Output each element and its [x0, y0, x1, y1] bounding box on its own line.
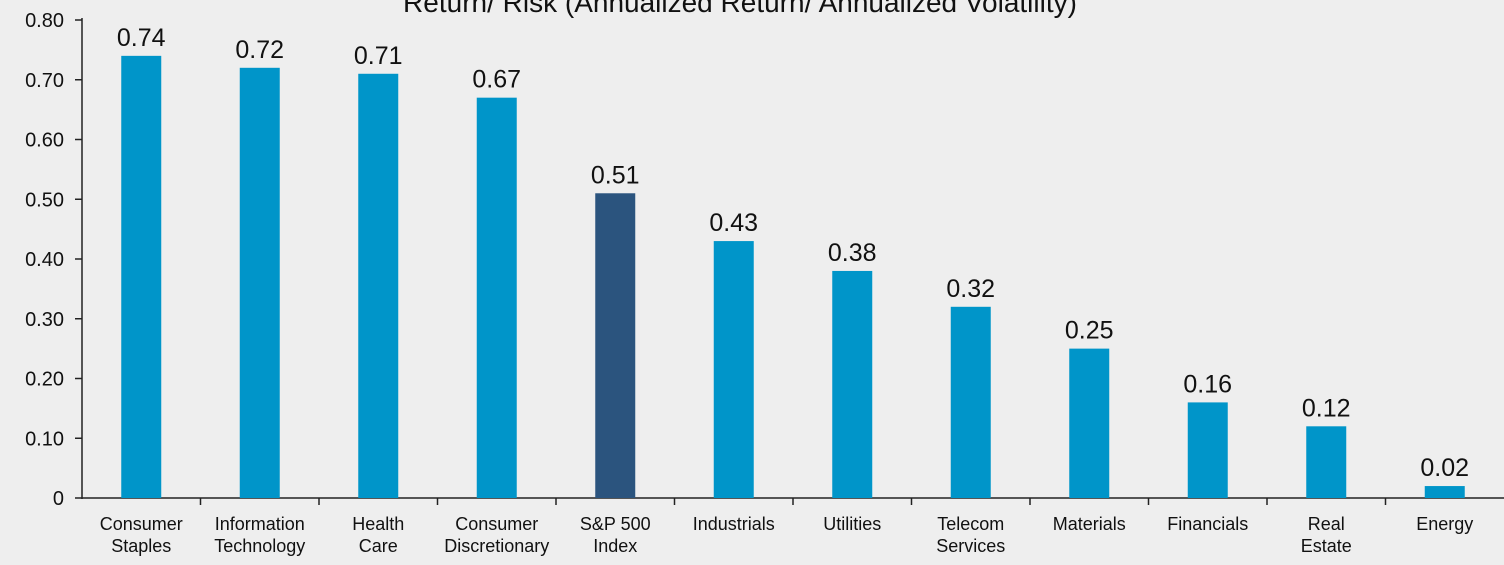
x-tick-line: Consumer: [455, 514, 538, 534]
y-tick-label: 0.10: [25, 428, 64, 450]
value-label: 0.38: [828, 239, 877, 267]
bar: [595, 193, 636, 498]
y-tick-label: 0: [53, 488, 64, 510]
x-tick-label: Telecom Services: [936, 514, 1005, 556]
x-tick-line: Industrials: [693, 514, 775, 534]
chart-title: Return/ Risk (Annualized Return/ Annuali…: [403, 0, 1077, 18]
bar: [832, 270, 873, 498]
y-tick-label: 0.70: [25, 70, 64, 92]
x-tick-line: Health: [352, 514, 404, 534]
value-label: 0.12: [1302, 394, 1351, 422]
bar: [1069, 348, 1110, 498]
bar: [239, 67, 280, 499]
value-label: 0.16: [1183, 370, 1232, 398]
value-label: 0.32: [946, 275, 995, 303]
x-tick-line: Energy: [1416, 514, 1473, 534]
x-tick-label: Real Estate: [1301, 514, 1352, 556]
value-label: 0.74: [117, 24, 166, 52]
y-tick-label: 0.80: [25, 10, 64, 32]
x-tick-line: Index: [593, 536, 637, 556]
x-tick-line: Estate: [1301, 536, 1352, 556]
x-tick-label: Energy: [1416, 514, 1473, 534]
x-tick-line: Information: [215, 514, 305, 534]
x-tick-line: Technology: [214, 536, 305, 556]
x-tick-label: Utilities: [823, 514, 881, 534]
bar: [121, 55, 162, 498]
y-tick-label: 0.60: [25, 130, 64, 152]
bar: [358, 73, 399, 499]
value-label: 0.02: [1420, 454, 1469, 482]
bar: [1424, 486, 1465, 498]
x-tick-line: Staples: [111, 536, 171, 556]
x-tick-line: S&P 500: [580, 514, 651, 534]
y-tick-label: 0.50: [25, 189, 64, 211]
x-tick-line: Utilities: [823, 514, 881, 534]
y-tick-label: 0.30: [25, 309, 64, 331]
x-tick-label: Financials: [1167, 514, 1248, 534]
x-tick-line: Real: [1308, 514, 1345, 534]
y-tick-label: 0.40: [25, 249, 64, 271]
x-tick-label: Industrials: [693, 514, 775, 534]
value-label: 0.51: [591, 161, 640, 189]
bar: [1306, 426, 1347, 498]
y-tick-label: 0.20: [25, 369, 64, 391]
bar: [1187, 402, 1228, 498]
x-tick-line: Services: [936, 536, 1005, 556]
value-label: 0.71: [354, 42, 403, 70]
x-tick-line: Discretionary: [444, 536, 549, 556]
bar: [950, 306, 991, 498]
x-tick-line: Materials: [1053, 514, 1126, 534]
x-tick-label: Consumer Discretionary: [444, 514, 549, 556]
x-tick-label: Materials: [1053, 514, 1126, 534]
x-tick-line: Care: [359, 536, 398, 556]
x-tick-line: Consumer: [100, 514, 183, 534]
x-tick-label: Health Care: [352, 514, 404, 556]
x-tick-label: Consumer Staples: [100, 514, 183, 556]
x-tick-label: S&P 500 Index: [580, 514, 651, 556]
value-label: 0.67: [472, 66, 521, 94]
value-label: 0.25: [1065, 317, 1114, 345]
bar: [713, 241, 754, 498]
x-tick-label: Information Technology: [214, 514, 305, 556]
x-tick-line: Telecom: [937, 514, 1004, 534]
value-label: 0.43: [709, 209, 758, 237]
x-tick-line: Financials: [1167, 514, 1248, 534]
bar: [476, 97, 517, 499]
value-label: 0.72: [235, 36, 284, 64]
